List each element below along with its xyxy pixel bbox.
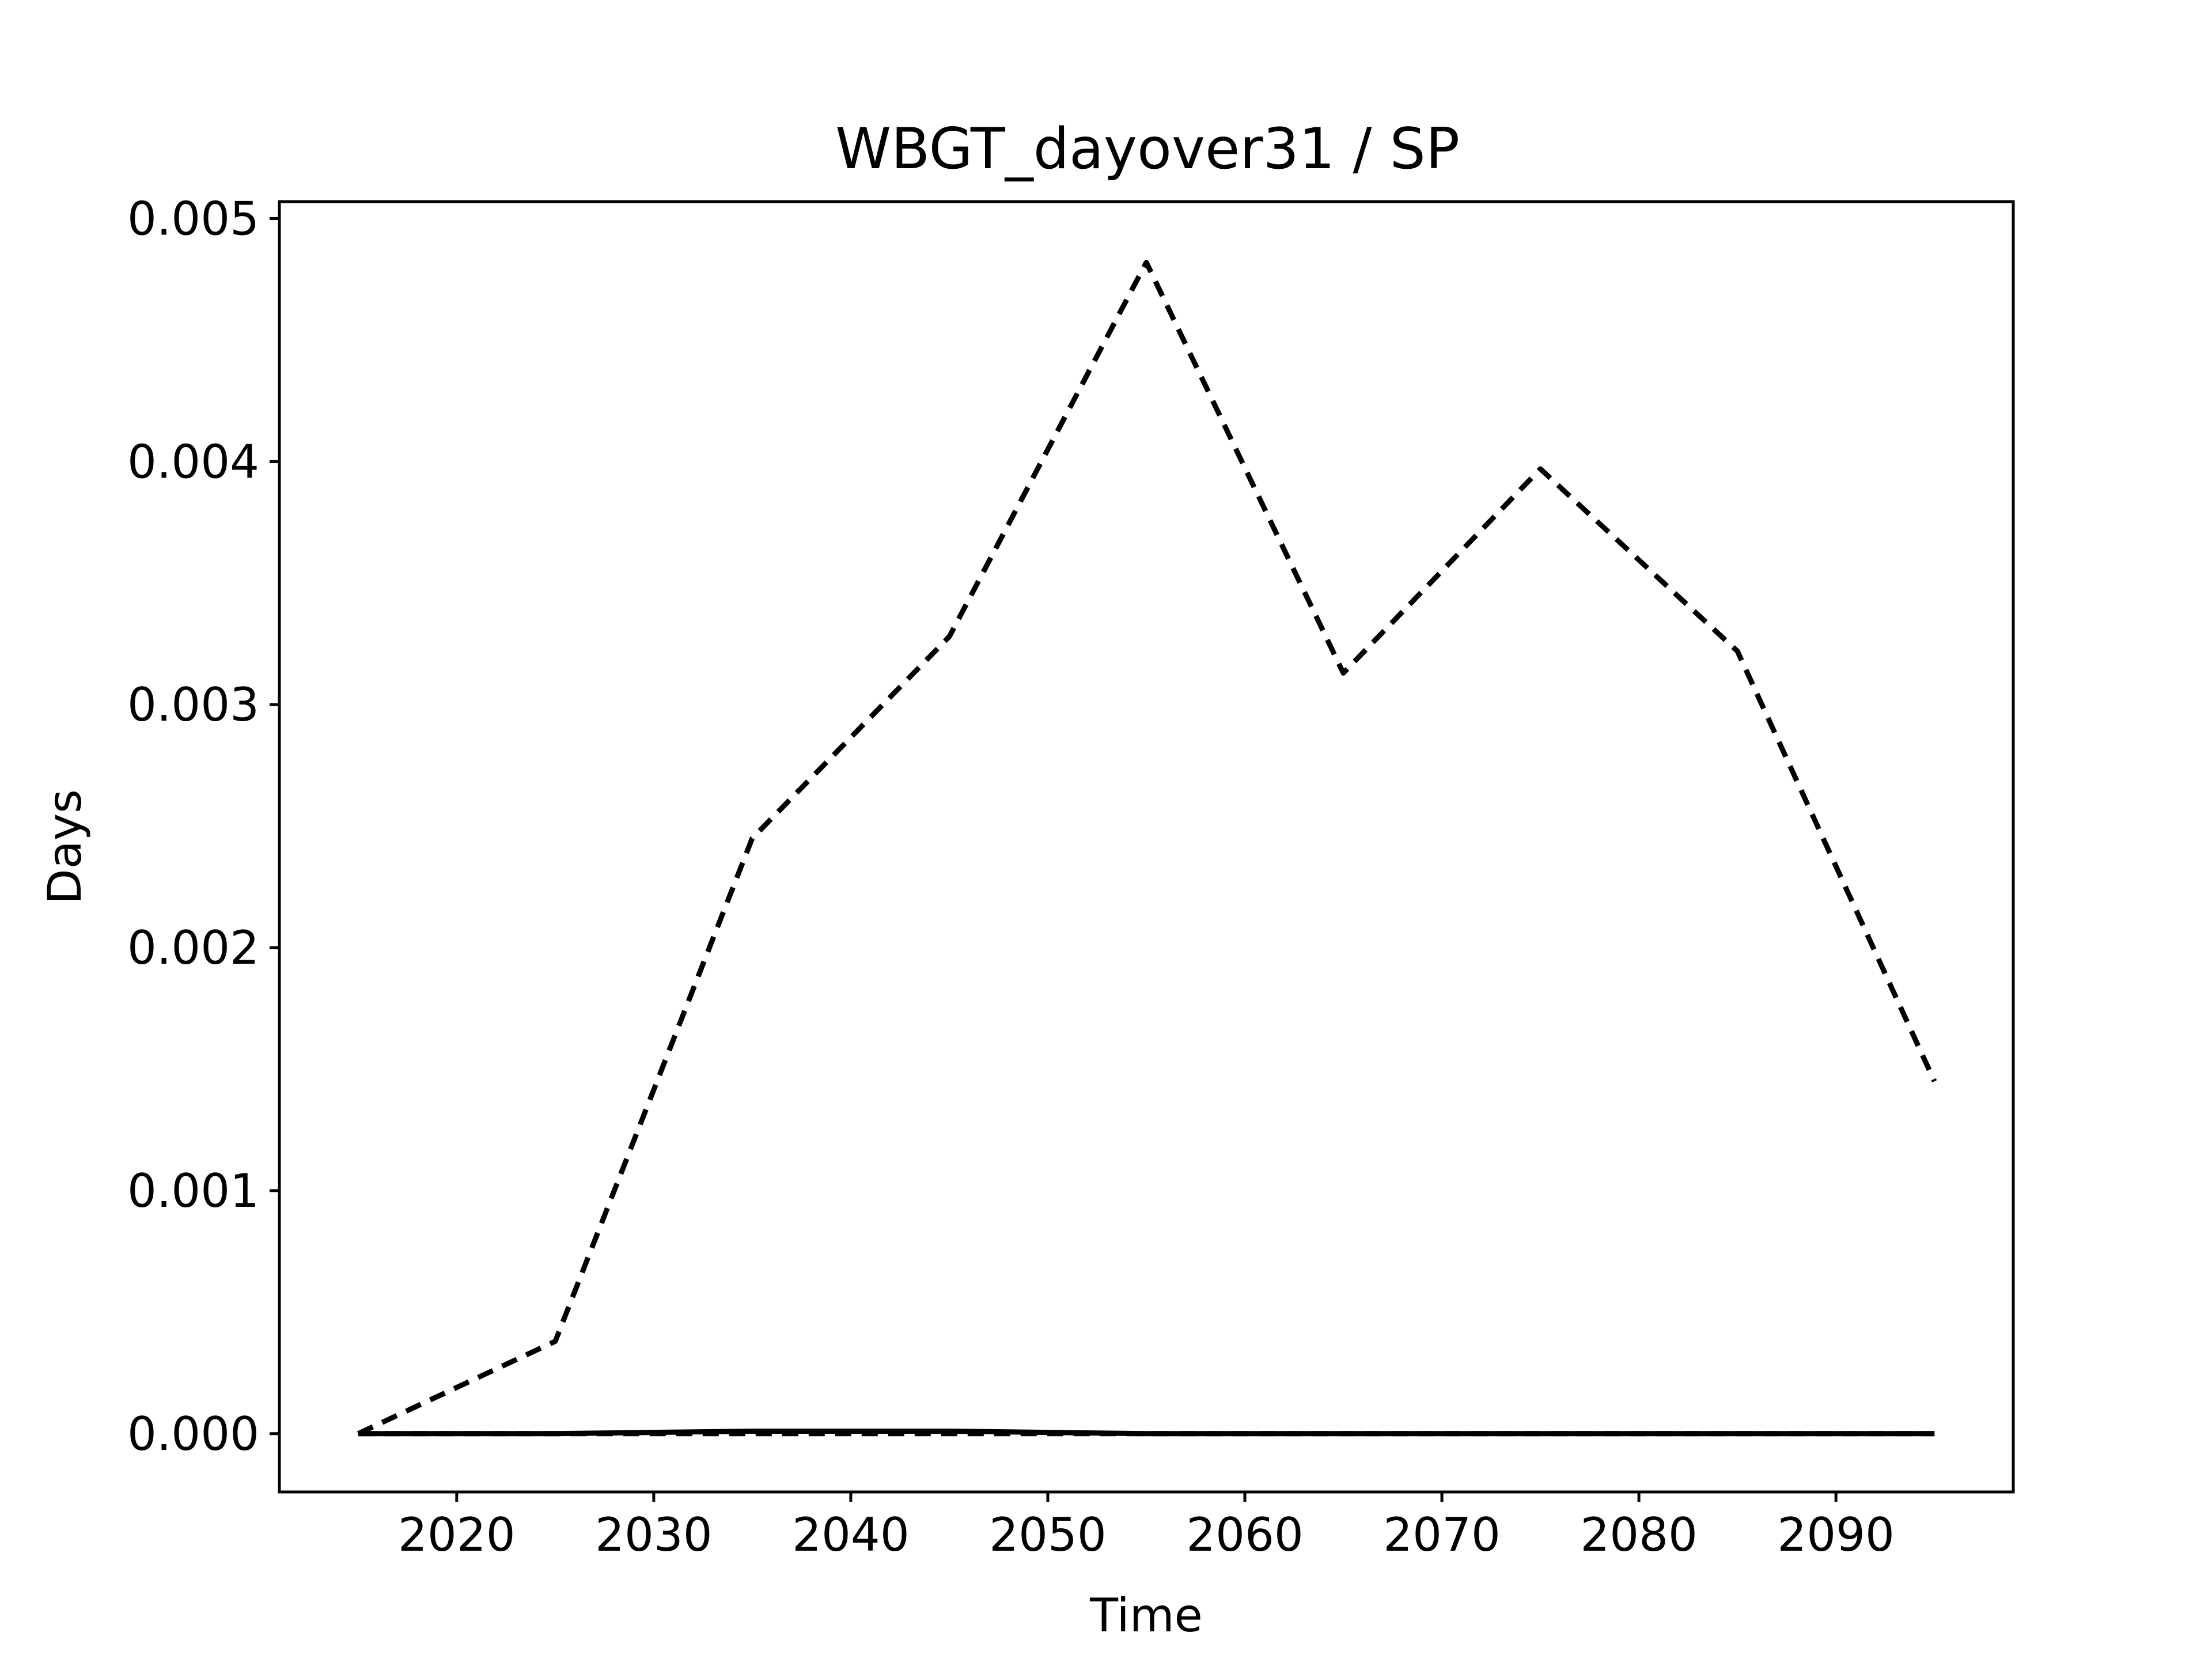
y-tick-label: 0.002 (127, 921, 259, 975)
x-tick-label: 2090 (1777, 1508, 1895, 1562)
plot-area (278, 200, 2015, 1494)
x-tick-label: 2070 (1383, 1508, 1501, 1562)
series-line-3 (358, 1429, 1935, 1437)
x-axis-label: Time (1089, 1589, 1203, 1642)
y-tick-label: 0.003 (127, 678, 259, 732)
x-tick-label: 2050 (989, 1508, 1107, 1562)
y-tick-label: 0.005 (127, 192, 259, 246)
x-tick-label: 2020 (398, 1508, 516, 1562)
y-axis-label: Days (38, 789, 92, 904)
y-tick-label: 0.004 (127, 435, 259, 488)
chart-title: WBGT_dayover31 / SP (835, 116, 1460, 182)
y-tick-label: 0.001 (127, 1164, 259, 1218)
axes-frame (278, 200, 2015, 1494)
x-axis: 2020 2030 2040 2050 2060 2070 2080 2090 (398, 1492, 1895, 1562)
series-layer (357, 260, 1937, 1437)
series-line-1 (357, 260, 1937, 1436)
x-tick-label: 2080 (1580, 1508, 1698, 1562)
x-tick-label: 2040 (792, 1508, 910, 1562)
y-tick-label: 0.000 (127, 1407, 259, 1461)
x-tick-label: 2030 (595, 1508, 713, 1562)
x-tick-label: 2060 (1186, 1508, 1304, 1562)
y-axis: 0.000 0.001 0.002 0.003 0.004 0.005 (127, 192, 279, 1461)
